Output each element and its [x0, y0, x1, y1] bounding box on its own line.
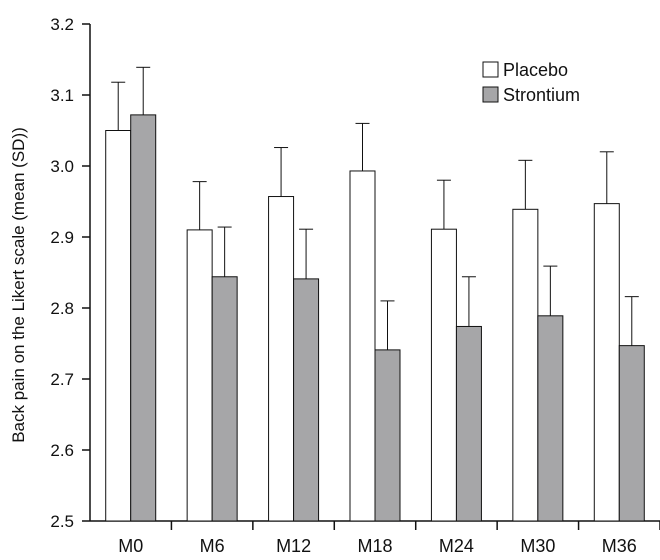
- y-tick-label: 3.0: [50, 157, 74, 176]
- strontium-bar: [211, 276, 238, 522]
- x-tick-label: M30: [520, 536, 555, 556]
- legend: Placebo Strontium: [482, 60, 580, 105]
- strontium-bar: [374, 349, 401, 522]
- y-tick-label: 3.1: [50, 86, 74, 105]
- x-tick-label: M18: [357, 536, 392, 556]
- placebo-bar: [593, 203, 620, 522]
- y-axis-label: Back pain on the Likert scale (mean (SD)…: [9, 127, 28, 443]
- legend-label-strontium: Strontium: [503, 85, 580, 105]
- x-tick-label: M24: [439, 536, 474, 556]
- y-tick-label: 2.7: [50, 370, 74, 389]
- x-tick-label: M6: [200, 536, 225, 556]
- placebo-bar: [349, 170, 376, 522]
- legend-swatch-strontium: [482, 86, 499, 103]
- placebo-bar: [186, 229, 213, 522]
- y-tick-label: 2.8: [50, 299, 74, 318]
- y-tick-label: 2.5: [50, 512, 74, 531]
- placebo-bar: [268, 196, 295, 522]
- legend-swatch-placebo: [482, 61, 499, 78]
- legend-label-placebo: Placebo: [503, 60, 568, 80]
- y-tick-label: 2.6: [50, 441, 74, 460]
- strontium-bar: [130, 114, 157, 522]
- placebo-bar: [512, 208, 539, 522]
- x-tick-label: M36: [602, 536, 637, 556]
- x-tick-label: M12: [276, 536, 311, 556]
- y-axis: 2.5 2.6 2.7 2.8 2.9 3.0 3.1 3.2: [50, 15, 91, 531]
- strontium-bar: [537, 315, 564, 522]
- strontium-bar: [293, 278, 320, 522]
- x-axis: M0 M6 M12 M18 M24 M30 M36: [90, 520, 660, 556]
- y-tick-label: 2.9: [50, 228, 74, 247]
- placebo-bar: [105, 130, 132, 522]
- x-tick-label: M0: [118, 536, 143, 556]
- placebo-bar: [430, 228, 457, 522]
- strontium-bar: [618, 345, 645, 522]
- error-bars: [111, 66, 639, 350]
- y-tick-label: 3.2: [50, 15, 74, 34]
- bars: [105, 114, 645, 522]
- strontium-bar: [455, 325, 482, 522]
